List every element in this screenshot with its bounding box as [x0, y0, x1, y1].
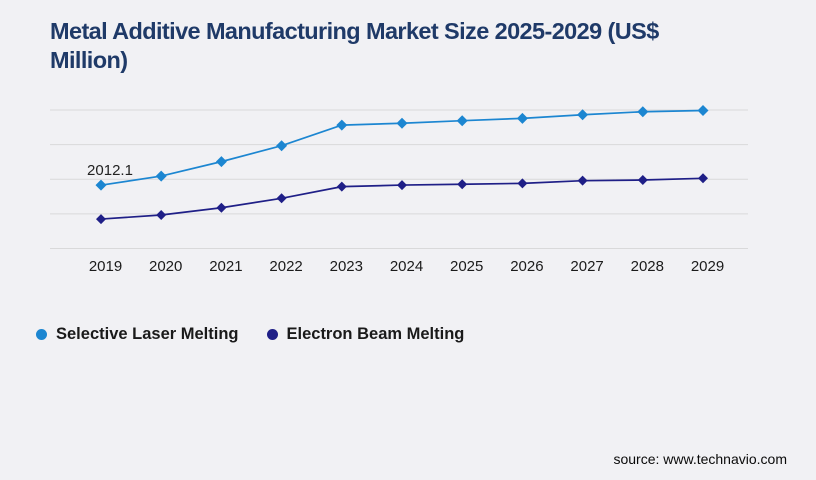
data-point-marker [457, 179, 468, 190]
data-point-marker [156, 209, 167, 220]
data-point-marker [155, 170, 167, 182]
data-point-marker [637, 106, 649, 118]
data-point-marker [215, 156, 227, 168]
x-axis-label: 2029 [691, 258, 724, 275]
legend-item-selective-laser-melting: Selective Laser Melting [36, 325, 239, 344]
x-axis-label: 2026 [510, 258, 543, 275]
x-axis-label: 2021 [209, 258, 242, 275]
data-point-marker [637, 175, 648, 186]
x-axis-label: 2024 [390, 258, 423, 275]
data-point-marker [276, 140, 288, 152]
data-point-marker [697, 104, 709, 116]
data-point-marker [516, 112, 528, 124]
chart-legend: Selective Laser Melting Electron Beam Me… [36, 325, 464, 344]
data-point-marker [95, 179, 107, 191]
x-axis-label: 2028 [631, 258, 664, 275]
x-axis-label: 2025 [450, 258, 483, 275]
data-point-marker [577, 109, 589, 121]
data-point-marker [396, 117, 408, 129]
data-point-marker [96, 214, 106, 225]
data-point-marker [336, 119, 348, 131]
legend-marker-icon [266, 329, 278, 340]
source-attribution: source: www.technavio.com [613, 451, 787, 467]
data-label: 2012.1 [87, 162, 133, 179]
x-axis-label: 2023 [330, 258, 363, 275]
data-point-marker [456, 115, 468, 127]
legend-label: Electron Beam Melting [286, 325, 465, 343]
data-point-marker [577, 175, 588, 186]
legend-label: Selective Laser Melting [56, 325, 239, 343]
x-axis-label: 2022 [269, 258, 302, 275]
chart-title: Metal Additive Manufacturing Market Size… [50, 17, 659, 74]
data-point-marker [517, 178, 528, 189]
data-point-marker [276, 193, 287, 204]
legend-item-electron-beam-melting: Electron Beam Melting [266, 325, 465, 344]
data-point-marker [698, 173, 708, 184]
data-point-marker [336, 181, 347, 192]
x-axis-label: 2020 [149, 258, 182, 275]
x-axis-label: 2027 [570, 258, 603, 275]
chart-title-line1: Metal Additive Manufacturing Market Size… [50, 18, 659, 44]
data-point-marker [397, 180, 407, 191]
legend-marker-icon [36, 329, 47, 340]
data-point-marker [216, 202, 227, 213]
chart-title-line2: Million) [50, 46, 128, 73]
x-axis-label: 2019 [89, 258, 122, 275]
